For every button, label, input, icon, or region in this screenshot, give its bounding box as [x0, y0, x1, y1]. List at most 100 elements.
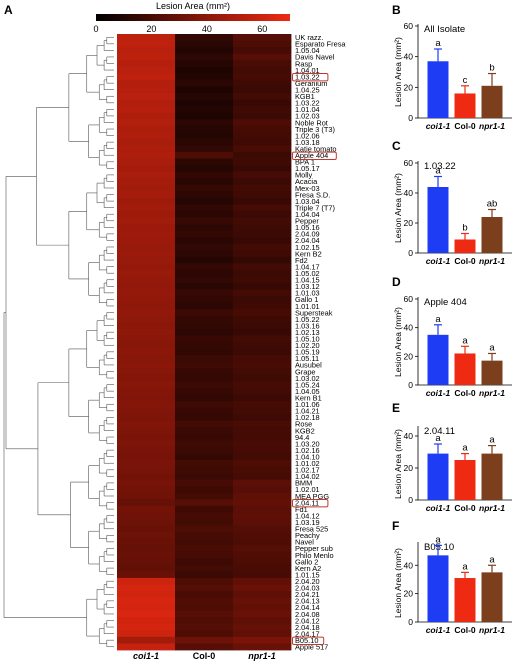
heatmap-cell	[175, 433, 234, 441]
heatmap-row-label: 1.02.16	[295, 446, 320, 455]
heatmap-row-label: Pepper sub	[295, 544, 333, 553]
heatmap-cell	[233, 224, 292, 231]
heatmap-row-label: Apple 404	[295, 151, 328, 160]
x-tick-label: Col-0	[454, 388, 476, 398]
heatmap-cell	[175, 400, 234, 408]
heatmap-cell	[175, 79, 234, 87]
heatmap-cell	[117, 217, 176, 225]
heatmap-cell	[175, 315, 234, 323]
heatmap-cell	[175, 243, 234, 251]
heatmap-cell	[117, 158, 176, 166]
heatmap-row-label: 2.04.08	[295, 610, 320, 619]
heatmap-cell	[233, 355, 292, 363]
heatmap-row-label: 1.04.02	[295, 472, 320, 481]
heatmap-cell	[117, 224, 176, 231]
heatmap-cell	[233, 368, 292, 376]
heatmap-row-label: Triple 7 (T7)	[295, 203, 335, 212]
heatmap-row-label: 1.04.05	[295, 387, 320, 396]
significance-letter: a	[435, 433, 441, 444]
bar	[481, 572, 503, 622]
panel-label-a: A	[4, 3, 13, 17]
heatmap-row-label: 1.03.20	[295, 439, 320, 448]
heatmap-cell	[117, 394, 176, 402]
bar	[454, 239, 476, 253]
bar	[454, 460, 476, 500]
heatmap-cell	[175, 381, 234, 389]
colorbar-gradient	[96, 14, 290, 21]
y-tick-label: 20	[404, 351, 414, 361]
heatmap-cell	[117, 466, 176, 474]
heatmap-cell	[175, 276, 234, 284]
heatmap-cell	[175, 86, 234, 94]
heatmap-cell	[117, 210, 176, 218]
heatmap-cell	[233, 374, 292, 382]
heatmap-cell	[117, 302, 176, 310]
heatmap-cell	[117, 610, 176, 618]
heatmap-row-label: 1.05.16	[295, 223, 320, 232]
heatmap-cell	[233, 525, 292, 533]
heatmap-cell	[175, 518, 234, 526]
heatmap-row-label: MEA PGG	[295, 492, 329, 501]
heatmap-cell	[117, 400, 176, 408]
heatmap-cell	[175, 512, 234, 520]
heatmap-cell	[117, 374, 176, 382]
y-axis-label: Lesion Area (mm²)	[393, 548, 403, 618]
heatmap-column-labels: coi1-1 Col-0 npr1-1	[133, 651, 276, 661]
heatmap-row-label: 1.04.01	[295, 66, 320, 75]
bar	[427, 61, 449, 118]
heatmap-row-label: 1.05.19	[295, 348, 320, 357]
heatmap-cell	[117, 178, 176, 186]
heatmap-row-label: 1.02.01	[295, 485, 320, 494]
heatmap-cell	[175, 145, 234, 153]
heatmap-cell	[117, 571, 176, 579]
heatmap-cell	[117, 433, 176, 441]
heatmap-cell	[175, 191, 234, 199]
heatmap-cell	[233, 191, 292, 199]
heatmap-cell	[117, 368, 176, 376]
bar-panel-title: 2.04.11	[424, 426, 455, 437]
highlight-box	[292, 498, 329, 508]
heatmap-cell	[233, 400, 292, 408]
x-tick-label: Col-0	[454, 121, 476, 131]
heatmap-cell	[233, 335, 292, 343]
heatmap-row-label: Noble Rot	[295, 118, 328, 127]
heatmap-cell	[233, 250, 292, 258]
heatmap-row-label: 2.04.03	[295, 584, 320, 593]
heatmap-cell	[117, 486, 176, 494]
x-tick-label: Col-0	[454, 256, 476, 266]
heatmap-cell	[233, 217, 292, 225]
heatmap-cell	[233, 394, 292, 402]
heatmap-cell	[117, 204, 176, 212]
heatmap-cell	[233, 92, 292, 100]
y-tick-label: 60	[404, 158, 414, 168]
heatmap-cell	[175, 636, 234, 644]
heatmap-cell	[175, 296, 234, 304]
heatmap-row-label: 1.01.01	[295, 302, 320, 311]
heatmap-cell	[175, 125, 234, 133]
heatmap-cell	[175, 92, 234, 100]
heatmap-row-label: 1.03.19	[295, 518, 320, 527]
heatmap-row-label: Fresa S.D.	[295, 190, 330, 199]
heatmap-cell	[175, 348, 234, 356]
significance-letter: a	[462, 443, 468, 454]
heatmap-cell	[117, 243, 176, 251]
heatmap-cell	[117, 112, 176, 120]
heatmap-cell	[175, 106, 234, 114]
heatmap-row-label: Philo Menlo	[295, 551, 334, 560]
heatmap-cell	[175, 499, 234, 507]
heatmap-row-label: B05.10	[295, 636, 318, 645]
heatmap-row-label: 2.04.09	[295, 230, 320, 239]
heatmap-cell	[117, 119, 176, 127]
heatmap-cell	[117, 551, 176, 559]
heatmap-cell	[175, 479, 234, 487]
bar	[454, 353, 476, 385]
heatmap-row-label: 1.03.02	[295, 374, 320, 383]
heatmap-cell	[233, 165, 292, 173]
heatmap-cell	[175, 250, 234, 258]
x-tick-label: Col-0	[454, 625, 476, 635]
heatmap-cell	[117, 125, 176, 133]
heatmap-row-label: Apple 517	[295, 643, 328, 652]
heatmap-cell	[117, 414, 176, 422]
